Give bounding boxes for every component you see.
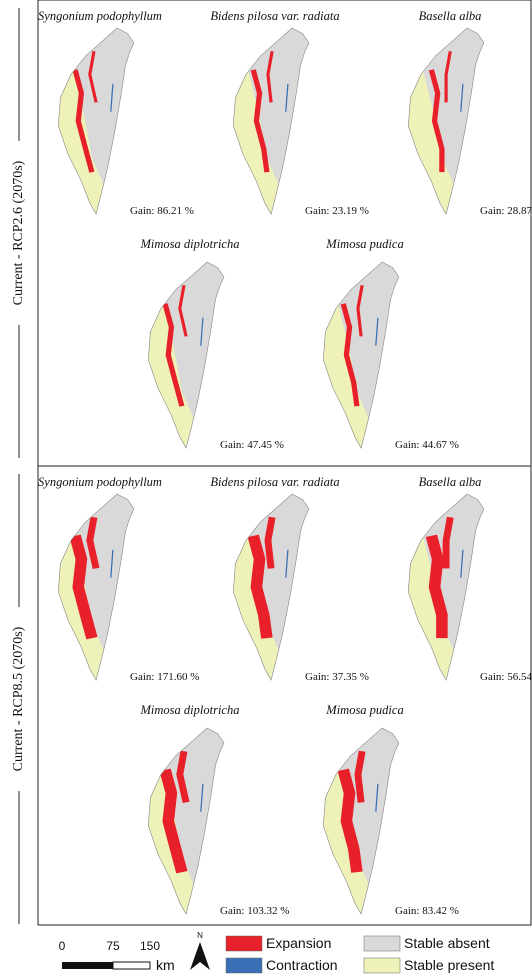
taiwan-map	[317, 728, 422, 923]
map-body	[142, 728, 247, 923]
legend-swatch	[226, 936, 262, 951]
map-body	[402, 28, 507, 223]
gain-label: Gain: 28.87 %	[480, 205, 532, 217]
gain-label: Gain: 171.60 %	[130, 671, 199, 683]
gain-label: Gain: 83.42 %	[395, 905, 459, 917]
taiwan-map	[52, 494, 157, 689]
species-name: Bidens pilosa var. radiata	[210, 475, 339, 489]
scale-tick-label: 150	[140, 939, 160, 953]
taiwan-map	[402, 494, 507, 689]
map-body	[52, 494, 157, 689]
taiwan-map	[142, 728, 247, 923]
taiwan-map	[142, 262, 247, 457]
species-name: Mimosa pudica	[325, 237, 403, 251]
legend-label: Stable absent	[404, 935, 490, 951]
legend-label: Contraction	[266, 957, 338, 973]
species-name: Mimosa diplotricha	[140, 237, 240, 251]
figure: Current - RCP2.6 (2070s) Syngonium podoph…	[0, 0, 532, 976]
taiwan-map	[227, 494, 332, 689]
legend-swatch	[226, 958, 262, 973]
row-label: Current - RCP8.5 (2070s)	[11, 626, 26, 771]
species-name: Syngonium podophyllum	[38, 475, 162, 489]
species-name: Mimosa pudica	[325, 703, 403, 717]
scale-tick-label: 0	[59, 939, 66, 953]
legend-swatch	[364, 936, 400, 951]
species-name: Basella alba	[419, 475, 482, 489]
scale-bar	[62, 962, 113, 969]
gain-label: Gain: 23.19 %	[305, 205, 369, 217]
map-body	[402, 494, 507, 689]
row-label: Current - RCP2.6 (2070s)	[11, 160, 26, 305]
expansion	[268, 517, 272, 568]
gain-label: Gain: 56.54 %	[480, 671, 532, 683]
gain-label: Gain: 37.35 %	[305, 671, 369, 683]
scale-tick-label: 75	[106, 939, 120, 953]
taiwan-map	[402, 28, 507, 223]
gain-label: Gain: 86.21 %	[130, 205, 194, 217]
taiwan-map	[52, 28, 157, 223]
expansion	[358, 751, 362, 802]
taiwan-map	[227, 28, 332, 223]
north-arrow	[190, 942, 210, 970]
species-name: Bidens pilosa var. radiata	[210, 9, 339, 23]
map-body	[317, 262, 422, 457]
map-body	[317, 728, 422, 923]
species-name: Basella alba	[419, 9, 482, 23]
map-body	[142, 262, 247, 457]
legend-swatch	[364, 958, 400, 973]
legend-label: Stable present	[404, 957, 494, 973]
taiwan-map	[317, 262, 422, 457]
map-body	[52, 28, 157, 223]
scale-unit: km	[156, 957, 175, 973]
map-body	[227, 494, 332, 689]
north-label: N	[197, 931, 203, 940]
species-name: Mimosa diplotricha	[140, 703, 240, 717]
gain-label: Gain: 47.45 %	[220, 439, 284, 451]
gain-label: Gain: 103.32 %	[220, 905, 289, 917]
scale-bar	[113, 962, 150, 969]
gain-label: Gain: 44.67 %	[395, 439, 459, 451]
species-name: Syngonium podophyllum	[38, 9, 162, 23]
legend-label: Expansion	[266, 935, 331, 951]
map-body	[227, 28, 332, 223]
